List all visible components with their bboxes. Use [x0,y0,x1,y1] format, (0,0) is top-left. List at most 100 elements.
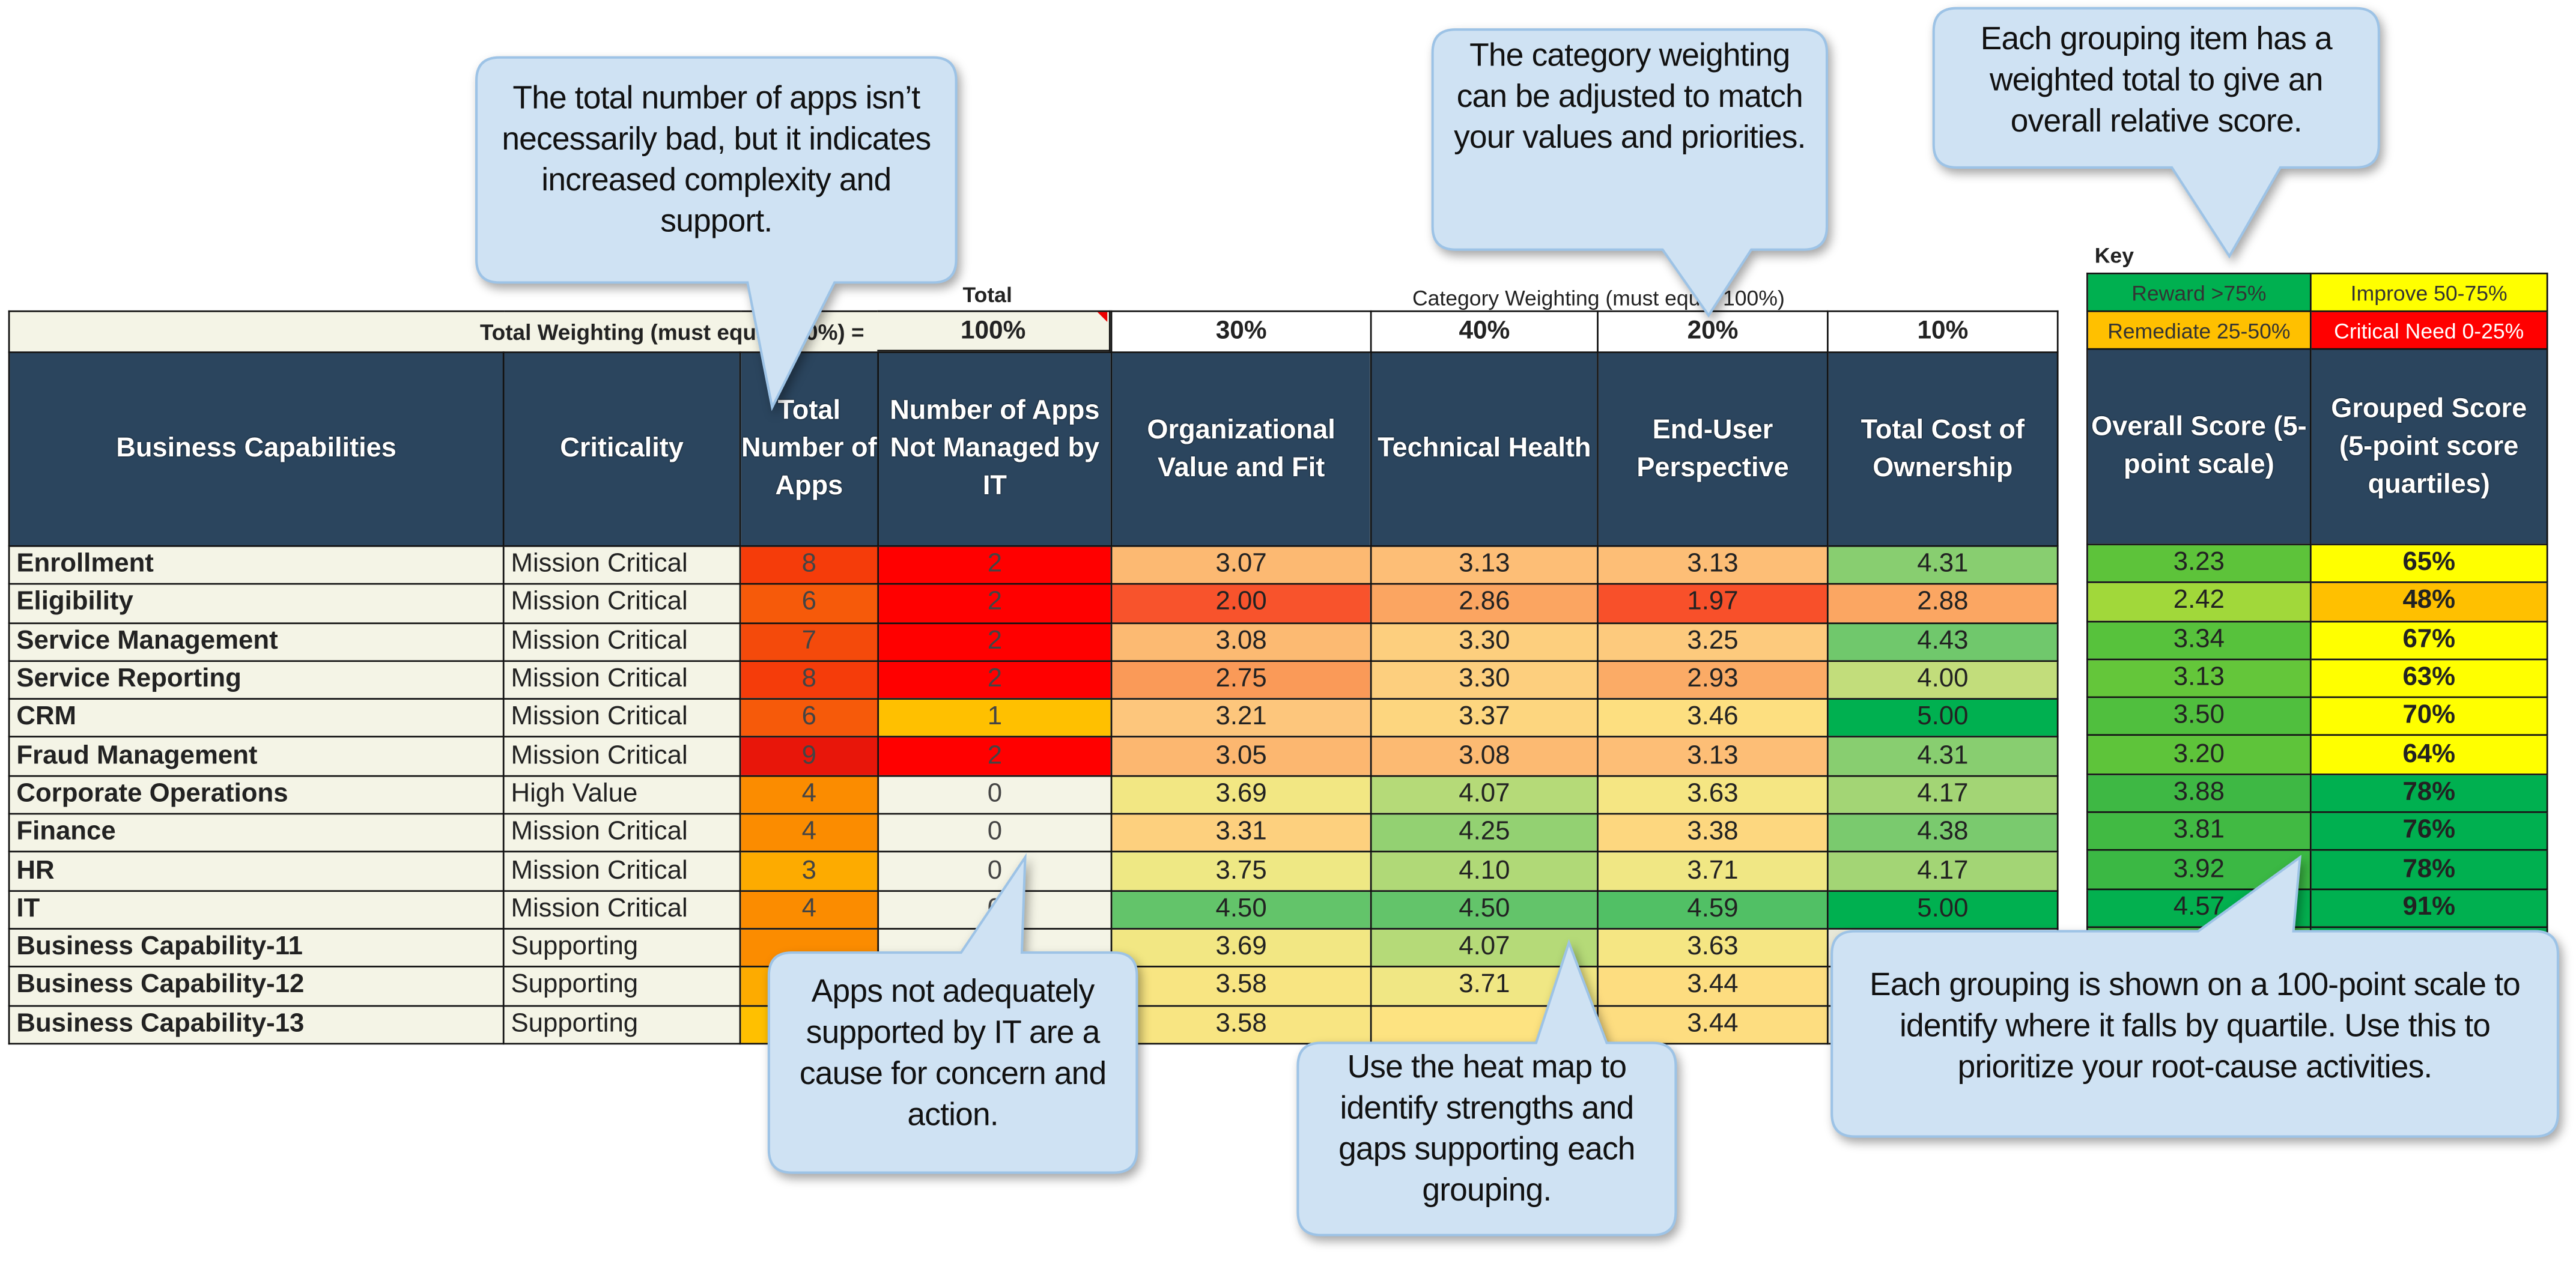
user-score-cell[interactable]: 3.71 [1597,851,1829,892]
capability-name[interactable]: Service Management [8,622,505,662]
user-score-cell[interactable]: 3.25 [1597,622,1829,662]
total-apps-cell[interactable]: 4 [739,775,879,815]
user-score-cell[interactable]: 2.93 [1597,660,1829,700]
total-apps-cell[interactable]: 4 [739,889,879,930]
total-apps-cell[interactable]: 4 [739,813,879,853]
grouped-score-cell[interactable]: 91% [2309,888,2548,928]
overall-score-cell[interactable]: 3.50 [2086,697,2312,737]
org-score-cell[interactable]: 3.21 [1110,698,1372,739]
not-managed-cell[interactable]: 2 [877,583,1113,624]
tco-score-cell[interactable]: 2.88 [1827,583,2059,624]
grouped-score-cell[interactable]: 78% [2309,849,2548,890]
criticality-cell[interactable]: High Value [502,775,741,815]
capability-name[interactable]: Corporate Operations [8,775,505,815]
grouped-score-cell[interactable]: 65% [2309,544,2548,584]
not-managed-cell[interactable]: 0 [877,813,1113,853]
tco-score-cell[interactable]: 4.31 [1827,736,2059,777]
user-score-cell[interactable]: 1.97 [1597,583,1829,624]
total-apps-cell[interactable]: 8 [739,545,879,586]
org-score-cell[interactable]: 3.58 [1110,966,1372,1007]
user-score-cell[interactable]: 3.44 [1597,1004,1829,1044]
overall-score-cell[interactable]: 3.13 [2086,658,2312,698]
tech-score-cell[interactable]: 3.08 [1370,736,1599,777]
user-score-cell[interactable]: 3.13 [1597,545,1829,586]
not-managed-cell[interactable]: 2 [877,660,1113,700]
overall-score-cell[interactable]: 3.20 [2086,734,2312,775]
capability-name[interactable]: Business Capability-11 [8,928,505,968]
tech-score-cell[interactable]: 4.07 [1370,928,1599,968]
criticality-cell[interactable]: Mission Critical [502,851,741,892]
org-score-cell[interactable]: 3.69 [1110,928,1372,968]
user-score-cell[interactable]: 3.13 [1597,736,1829,777]
total-apps-cell[interactable]: 6 [739,583,879,624]
org-score-cell[interactable]: 3.05 [1110,736,1372,777]
tco-score-cell[interactable]: 4.38 [1827,813,2059,853]
org-score-cell[interactable]: 3.07 [1110,545,1372,586]
total-apps-cell[interactable]: 7 [739,622,879,662]
user-score-cell[interactable]: 3.63 [1597,775,1829,815]
tech-score-cell[interactable]: 4.10 [1370,851,1599,892]
user-score-cell[interactable]: 3.44 [1597,966,1829,1007]
tco-score-cell[interactable]: 4.43 [1827,622,2059,662]
not-managed-cell[interactable]: 2 [877,622,1113,662]
org-score-cell[interactable]: 3.31 [1110,813,1372,853]
org-score-cell[interactable]: 4.50 [1110,889,1372,930]
capability-name[interactable]: Finance [8,813,505,853]
capability-name[interactable]: Business Capability-12 [8,966,505,1007]
tco-score-cell[interactable]: 4.17 [1827,851,2059,892]
capability-name[interactable]: Service Reporting [8,660,505,700]
total-weighting-value[interactable]: 100% [877,310,1111,352]
weight-tech-health[interactable]: 40% [1370,310,1599,353]
capability-name[interactable]: CRM [8,698,505,739]
total-apps-cell[interactable]: 9 [739,736,879,777]
weight-tco[interactable]: 10% [1827,310,2059,353]
capability-name[interactable]: HR [8,851,505,892]
tco-score-cell[interactable]: 4.17 [1827,775,2059,815]
grouped-score-cell[interactable]: 64% [2309,734,2548,775]
not-managed-cell[interactable]: 1 [877,698,1113,739]
capability-name[interactable]: Eligibility [8,583,505,624]
org-score-cell[interactable]: 3.69 [1110,775,1372,815]
criticality-cell[interactable]: Mission Critical [502,545,741,586]
grouped-score-cell[interactable]: 63% [2309,658,2548,698]
criticality-cell[interactable]: Mission Critical [502,736,741,777]
org-score-cell[interactable]: 3.75 [1110,851,1372,892]
org-score-cell[interactable]: 3.08 [1110,622,1372,662]
user-score-cell[interactable]: 3.38 [1597,813,1829,853]
criticality-cell[interactable]: Mission Critical [502,583,741,624]
user-score-cell[interactable]: 4.59 [1597,889,1829,930]
tech-score-cell[interactable]: 2.86 [1370,583,1599,624]
org-score-cell[interactable]: 2.75 [1110,660,1372,700]
tech-score-cell[interactable]: 4.07 [1370,775,1599,815]
tco-score-cell[interactable]: 5.00 [1827,889,2059,930]
not-managed-cell[interactable]: 2 [877,545,1113,586]
tech-score-cell[interactable]: 3.37 [1370,698,1599,739]
criticality-cell[interactable]: Mission Critical [502,889,741,930]
total-apps-cell[interactable]: 8 [739,660,879,700]
not-managed-cell[interactable]: 0 [877,775,1113,815]
criticality-cell[interactable]: Supporting [502,1004,741,1044]
criticality-cell[interactable]: Mission Critical [502,622,741,662]
criticality-cell[interactable]: Mission Critical [502,698,741,739]
tech-score-cell[interactable]: 4.50 [1370,889,1599,930]
criticality-cell[interactable]: Mission Critical [502,813,741,853]
overall-score-cell[interactable]: 3.88 [2086,773,2312,813]
org-score-cell[interactable]: 2.00 [1110,583,1372,624]
capability-name[interactable]: IT [8,889,505,930]
org-score-cell[interactable]: 3.58 [1110,1004,1372,1044]
tech-score-cell[interactable]: 3.13 [1370,545,1599,586]
user-score-cell[interactable]: 3.46 [1597,698,1829,739]
total-apps-cell[interactable]: 3 [739,851,879,892]
overall-score-cell[interactable]: 2.42 [2086,581,2312,622]
weight-end-user[interactable]: 20% [1597,310,1829,353]
tco-score-cell[interactable]: 4.00 [1827,660,2059,700]
weight-org-value[interactable]: 30% [1110,310,1372,353]
grouped-score-cell[interactable]: 48% [2309,581,2548,622]
tech-score-cell[interactable]: 3.30 [1370,660,1599,700]
overall-score-cell[interactable]: 3.23 [2086,544,2312,584]
tech-score-cell[interactable]: 4.25 [1370,813,1599,853]
not-managed-cell[interactable]: 2 [877,736,1113,777]
tco-score-cell[interactable]: 4.31 [1827,545,2059,586]
tech-score-cell[interactable]: 3.30 [1370,622,1599,662]
grouped-score-cell[interactable]: 67% [2309,620,2548,661]
